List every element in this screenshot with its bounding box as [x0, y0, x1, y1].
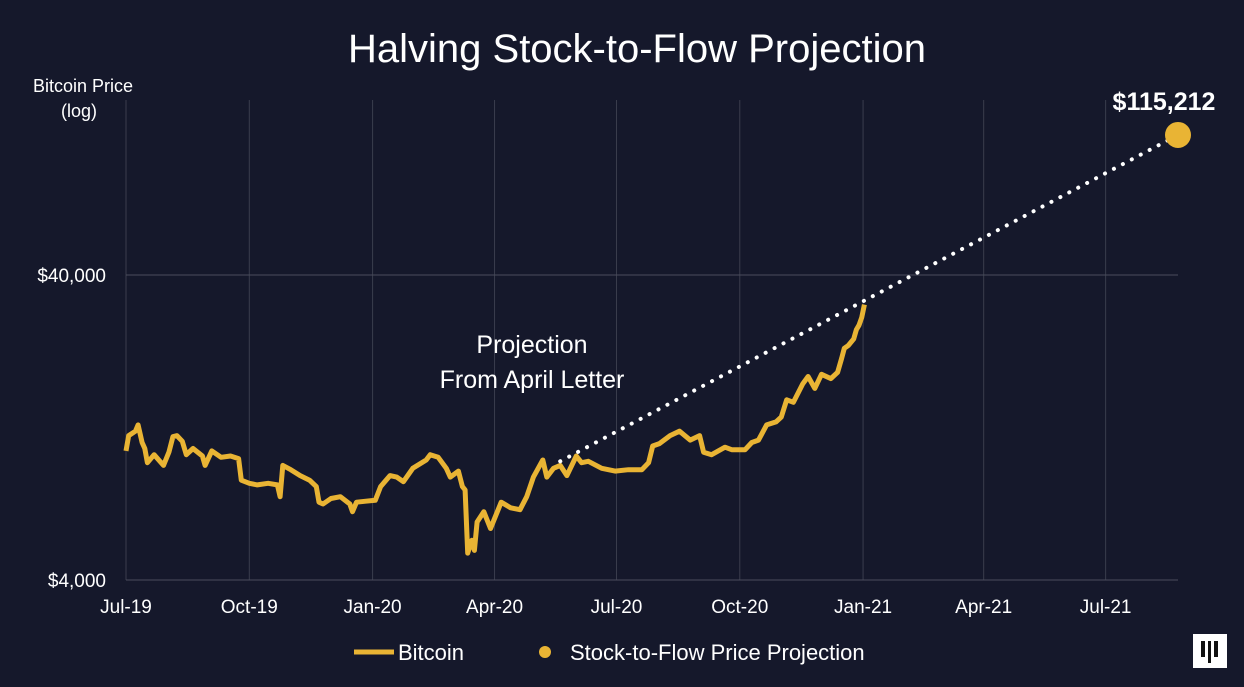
- y-axis-label-line2: (log): [61, 101, 97, 121]
- pantera-logo: [1193, 634, 1227, 668]
- x-tick-label: Jul-21: [1080, 597, 1132, 618]
- y-axis-label-line1: Bitcoin Price: [33, 76, 133, 96]
- x-tick-label: Oct-20: [711, 597, 768, 618]
- x-tick-label: Apr-20: [466, 597, 523, 618]
- legend: Bitcoin Stock-to-Flow Price Projection: [354, 640, 865, 665]
- chart-title: Halving Stock-to-Flow Projection: [348, 27, 926, 71]
- bitcoin-price-line: [123, 304, 867, 556]
- projection-dotted-line: [558, 132, 1180, 464]
- legend-bitcoin-label: Bitcoin: [398, 640, 464, 665]
- y-tick-label: $4,000: [48, 571, 106, 592]
- annotation-line1: Projection: [476, 331, 587, 359]
- x-tick-label: Oct-19: [221, 597, 278, 618]
- axes: Jul-19 Oct-19 Jan-20 Apr-20 Jul-20 Oct-20 Jan-…: [37, 266, 1131, 618]
- projection-endpoint-label: $115,212: [1113, 88, 1216, 116]
- y-tick-label: $40,000: [37, 266, 106, 287]
- projection-endpoint-marker: [1165, 121, 1191, 148]
- legend-projection-label: Stock-to-Flow Price Projection: [570, 640, 865, 665]
- x-tick-label: Apr-21: [955, 597, 1012, 618]
- series: [123, 121, 1191, 556]
- x-tick-label: Jul-20: [591, 597, 643, 618]
- x-tick-label: Jan-20: [344, 597, 402, 618]
- x-tick-label: Jul-19: [100, 597, 152, 618]
- x-tick-label: Jan-21: [834, 597, 892, 618]
- gridlines: [125, 100, 1178, 581]
- legend-projection-swatch: [539, 646, 551, 658]
- annotation-line2: From April Letter: [440, 366, 625, 394]
